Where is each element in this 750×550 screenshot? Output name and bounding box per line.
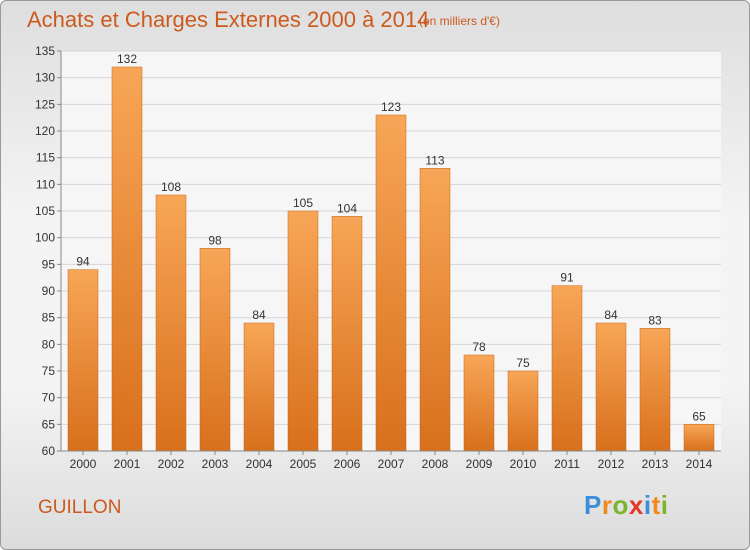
y-tick-label: 115 <box>36 151 55 165</box>
bar <box>331 216 363 452</box>
x-tick-label: 2006 <box>334 457 361 471</box>
x-tick-label: 2009 <box>466 457 493 471</box>
bars: 94 132 108 98 84 105 104 123 113 78 75 91 84 83 65 <box>67 52 715 452</box>
y-tick-label: 135 <box>35 44 55 58</box>
commune-name: GUILLON <box>38 497 122 518</box>
x-tick-label: 2000 <box>70 457 97 471</box>
bar <box>463 354 495 452</box>
x-axis: 2000 2001 2002 2003 2004 2005 2006 2007 2008 2009… <box>70 451 713 471</box>
data-label: 75 <box>516 356 530 370</box>
x-tick-label: 2002 <box>158 457 185 471</box>
y-tick-label: 120 <box>35 124 55 138</box>
x-tick-label: 2001 <box>114 457 141 471</box>
y-tick-label: 65 <box>42 417 56 431</box>
bar <box>419 168 451 452</box>
bar <box>551 285 583 452</box>
logo-letter: r <box>601 490 613 520</box>
x-tick-label: 2004 <box>246 457 273 471</box>
logo-letter: x <box>628 490 644 520</box>
y-tick-label: 60 <box>42 444 56 458</box>
chart-subtitle: (en milliers d'€) <box>419 14 500 28</box>
x-tick-label: 2005 <box>290 457 317 471</box>
logo-letter: i <box>660 490 669 520</box>
logo-letter: i <box>643 490 652 520</box>
x-tick-label: 2003 <box>202 457 229 471</box>
x-tick-label: 2011 <box>554 457 580 471</box>
y-tick-label: 95 <box>42 257 56 271</box>
bar <box>67 269 99 452</box>
x-tick-label: 2010 <box>510 457 537 471</box>
chart-title: Achats et Charges Externes 2000 à 2014 <box>27 7 430 32</box>
logo-letter: P <box>584 490 602 520</box>
x-tick-label: 2013 <box>642 457 669 471</box>
logo-letter: o <box>612 490 629 520</box>
y-tick-label: 130 <box>35 71 55 85</box>
bar <box>507 370 539 452</box>
x-tick-label: 2014 <box>686 457 713 471</box>
bar <box>199 248 231 452</box>
y-tick-label: 75 <box>42 364 56 378</box>
bar <box>595 322 627 452</box>
data-label: 104 <box>337 201 357 215</box>
bar <box>287 210 319 452</box>
bar <box>111 66 143 452</box>
bar <box>155 194 187 452</box>
y-tick-label: 100 <box>35 231 55 245</box>
data-label: 65 <box>692 409 706 423</box>
bar <box>683 424 715 452</box>
data-label: 132 <box>117 52 137 66</box>
x-tick-label: 2012 <box>598 457 625 471</box>
x-tick-label: 2007 <box>378 457 405 471</box>
y-tick-label: 110 <box>36 177 55 191</box>
logo-letter: t <box>651 490 661 520</box>
data-label: 84 <box>604 308 618 322</box>
bar <box>639 328 671 452</box>
y-tick-label: 80 <box>42 337 56 351</box>
y-tick-label: 125 <box>35 97 55 111</box>
y-tick-label: 90 <box>42 284 56 298</box>
data-label: 98 <box>208 233 222 247</box>
y-axis: 60 65 70 75 80 85 90 95 100 105 110 115 120 125 130 135 <box>35 44 61 458</box>
data-label: 84 <box>252 308 266 322</box>
data-label: 105 <box>293 196 313 210</box>
data-label: 123 <box>381 100 401 114</box>
bar <box>375 114 407 452</box>
data-label: 113 <box>425 153 444 167</box>
data-label: 78 <box>472 340 486 354</box>
data-label: 94 <box>76 255 90 269</box>
proxiti-logo[interactable]: Proxiti <box>584 490 668 521</box>
x-tick-label: 2008 <box>422 457 449 471</box>
bar <box>243 322 275 452</box>
y-tick-label: 105 <box>35 204 55 218</box>
data-label: 108 <box>161 180 181 194</box>
y-tick-label: 70 <box>42 391 56 405</box>
data-label: 83 <box>648 313 662 327</box>
data-label: 91 <box>560 271 574 285</box>
y-tick-label: 85 <box>42 311 56 325</box>
